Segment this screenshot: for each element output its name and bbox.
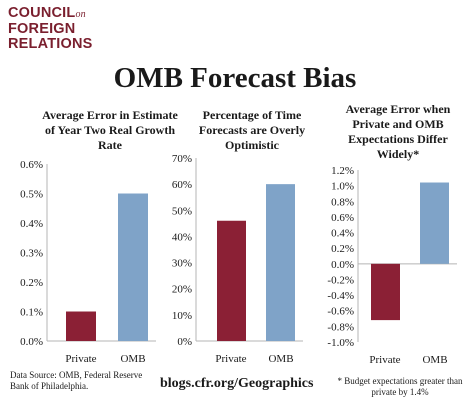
footnote: * Budget expectations greater than priva… (337, 376, 463, 397)
blog-url[interactable]: blogs.cfr.org/Geographics (160, 376, 314, 391)
chart-3-y-tick-label: 0.6% (331, 212, 354, 224)
logo-line2: FOREIGN (8, 21, 76, 37)
chart-1-bar-private (66, 311, 96, 341)
chart-2-y-tick-label: 50% (172, 205, 192, 217)
chart-2-y-tick-label: 10% (172, 310, 192, 322)
chart-3-y-tick-label: -0.4% (327, 290, 354, 302)
chart-1-y-tick-label: 0.3% (20, 248, 43, 260)
chart-1-x-label-omb: OMB (120, 353, 145, 365)
chart-2-y-tick-label: 0% (177, 336, 192, 348)
chart-2-y-tick-label: 20% (172, 284, 192, 296)
chart-1-y-tick-label: 0.1% (20, 307, 43, 319)
chart-3-y-tick-label: 1.2% (331, 165, 354, 177)
chart-3-y-tick-label: -0.6% (327, 306, 354, 318)
chart-1-y-tick-label: 0.6% (20, 159, 43, 171)
logo-on: on (75, 9, 86, 20)
chart-3-y-tick-label: -0.2% (327, 274, 354, 286)
chart-3-y-tick-label: 0.0% (331, 259, 354, 271)
chart-2-x-label-omb: OMB (268, 353, 293, 365)
chart-2-bar-private (217, 220, 246, 341)
logo-line1: COUNCIL (8, 5, 76, 21)
chart-1-title: Average Error in Estimate of Year Two Re… (42, 108, 178, 152)
chart-2-title: Percentage of Time Forecasts are Overly … (198, 108, 306, 152)
chart-3-y-tick-label: 1.0% (331, 181, 354, 193)
chart-3-title: Average Error when Private and OMB Expec… (345, 102, 451, 161)
chart-1-bar-omb (118, 193, 148, 341)
chart-3-bar-omb (420, 182, 449, 264)
data-source-note: Data Source: OMB, Federal Reserve Bank o… (10, 370, 143, 391)
chart-3-y-tick-label: 0.2% (331, 243, 354, 255)
chart-1-x-label-private: Private (65, 353, 96, 365)
chart-1-y-tick-label: 0.4% (20, 218, 43, 230)
chart-3-y-tick-label: 0.8% (331, 196, 354, 208)
chart-3-x-label-omb: OMB (422, 354, 447, 366)
chart-1-y-tick-label: 0.5% (20, 189, 43, 201)
chart-2-y-tick-label: 40% (172, 231, 192, 243)
cfr-logo: COUNCILon FOREIGN RELATIONS (8, 6, 108, 52)
chart-1-y-tick-label: 0.0% (20, 336, 43, 348)
main-title: OMB Forecast Bias (113, 62, 357, 94)
chart-3-y-tick-label: -0.8% (327, 321, 354, 333)
chart-3-y-tick-label: 0.4% (331, 228, 354, 240)
chart-3-x-label-private: Private (369, 354, 400, 366)
logo-line3: RELATIONS (8, 36, 93, 52)
chart-1-y-tick-label: 0.2% (20, 277, 43, 289)
chart-3-bar-private (371, 263, 400, 321)
chart-3-y-tick-label: -1.0% (327, 337, 354, 349)
chart-2-y-tick-label: 70% (172, 153, 192, 165)
chart-2-bar-omb (266, 184, 295, 341)
chart-2-x-label-private: Private (215, 353, 246, 365)
chart-2-y-tick-label: 30% (172, 258, 192, 270)
chart-2-y-tick-label: 60% (172, 179, 192, 191)
